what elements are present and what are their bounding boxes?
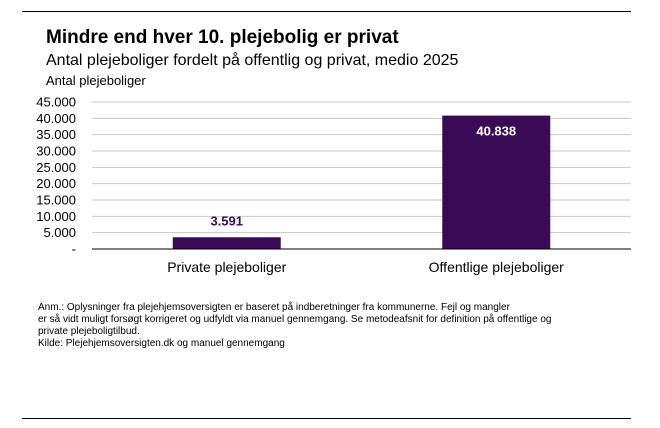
chart-title: Mindre end hver 10. plejebolig er privat — [46, 27, 399, 48]
bars — [172, 115, 551, 250]
bar — [172, 237, 281, 249]
note-line: private plejeboligtilbud. — [38, 326, 140, 337]
source-line: Kilde: Plejehjemsoversigten.dk og manuel… — [38, 338, 285, 349]
y-tick-label: 35.000 — [36, 127, 76, 142]
y-tick-label: 45.000 — [36, 95, 76, 110]
y-tick-label: 10.000 — [36, 209, 76, 224]
note-line: er så vidt muligt forsøgt korrigeret og … — [38, 314, 552, 325]
top-rule — [22, 11, 631, 12]
y-axis-label: Antal plejeboliger — [46, 73, 146, 88]
x-tick-label: Offentlige plejeboliger — [429, 259, 565, 275]
y-tick-label: 20.000 — [36, 176, 76, 191]
y-tick-label: 25.000 — [36, 160, 76, 175]
y-tick-label: 5.000 — [43, 225, 76, 240]
value-labels: 3.591 40.838 — [210, 124, 516, 229]
x-tick-labels: Private plejeboliger Offentlige plejeboli… — [167, 259, 564, 275]
footnote: Anm.: Oplysninger fra plejehjemsoversigt… — [38, 302, 628, 350]
bar — [442, 115, 551, 250]
y-tick-label: 15.000 — [36, 193, 76, 208]
x-tick-label: Private plejeboliger — [167, 259, 286, 275]
data-label: 3.591 — [210, 213, 243, 228]
chart-subtitle: Antal plejeboliger fordelt på offentlig … — [46, 52, 459, 69]
y-tick-label: - — [72, 242, 76, 257]
bottom-rule — [22, 418, 631, 419]
y-tick-label: 40.000 — [36, 111, 76, 126]
data-label: 40.838 — [476, 124, 516, 139]
note-line: Anm.: Oplysninger fra plejehjemsoversigt… — [38, 302, 510, 313]
y-tick-label: 30.000 — [36, 144, 76, 159]
